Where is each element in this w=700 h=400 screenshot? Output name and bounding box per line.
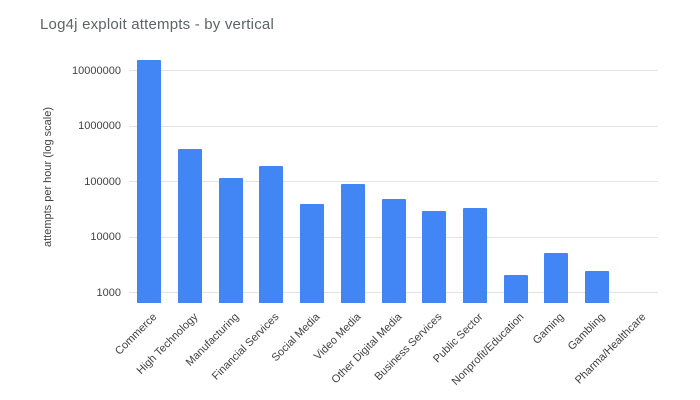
bar-video-media[interactable] [340, 183, 365, 303]
y-tick-label-100000: 100000 [84, 175, 121, 188]
bar-other-digital-media[interactable] [381, 199, 406, 303]
bar-manufacturing[interactable] [218, 177, 243, 303]
gridline-1000000 [129, 125, 658, 127]
bar-commerce[interactable] [137, 60, 162, 303]
bar-high-technology[interactable] [178, 148, 203, 303]
bar-nonprofit-education[interactable] [503, 275, 528, 303]
gridline-10000000 [129, 70, 658, 71]
bar-gaming[interactable] [544, 253, 569, 303]
chart-title: Log4j exploit attempts - by vertical [40, 16, 274, 33]
bar-business-services[interactable] [422, 210, 447, 303]
bar-gambling[interactable] [584, 270, 609, 303]
bar-social-media[interactable] [300, 204, 325, 303]
y-tick-label-10000000: 10000000 [72, 64, 121, 77]
gridline-100000 [129, 181, 658, 182]
y-tick-label-1000: 1000 [96, 286, 121, 299]
y-tick-label-10000: 10000 [90, 231, 121, 243]
y-tick-label-1000000: 1000000 [78, 120, 121, 132]
x-label-commerce: Commerce [113, 311, 160, 358]
bar-public-sector[interactable] [462, 208, 487, 303]
bar-financial-services[interactable] [259, 165, 284, 303]
